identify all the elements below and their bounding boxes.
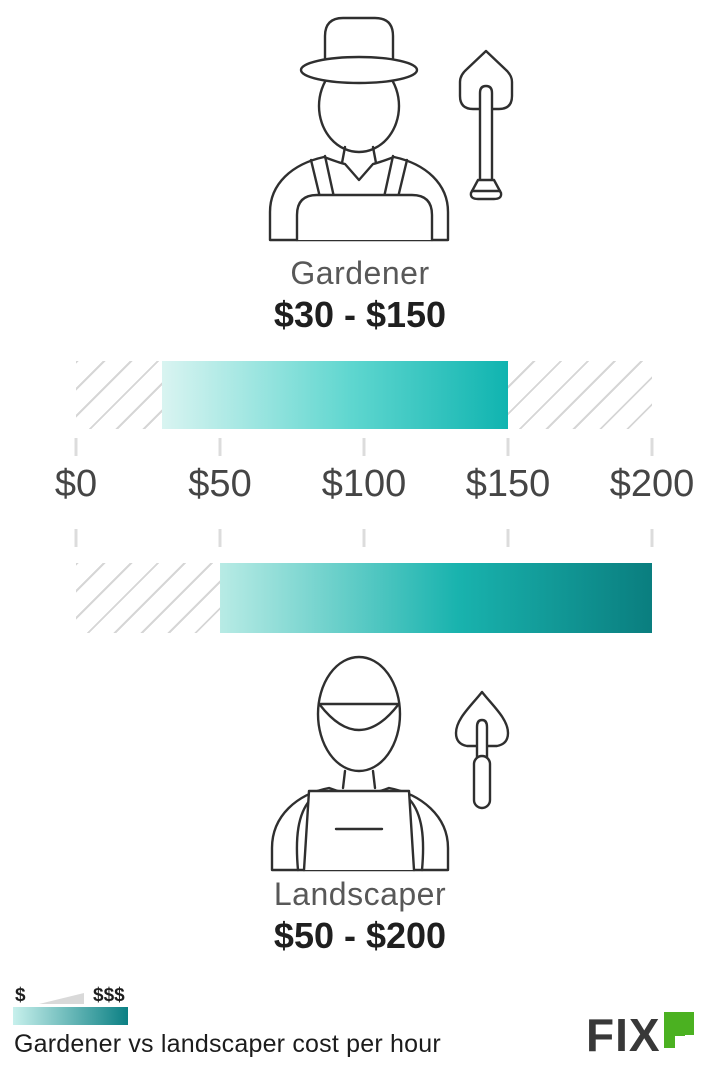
gardener-price-range: $30 - $150 (273, 294, 447, 335)
axis-tick (650, 438, 654, 456)
axis-label-150: $150 (465, 463, 551, 505)
logo-text-fix: FIX (586, 1009, 661, 1061)
gardener-bar (162, 361, 508, 429)
shovel-icon (458, 49, 514, 201)
axis-label-50: $50 (188, 463, 252, 505)
chart-caption: Gardener vs landscaper cost per hour (14, 1030, 441, 1058)
landscaper-bar (220, 563, 652, 633)
landscaper-icon (270, 655, 450, 872)
landscaper-price-range: $50 - $200 (273, 915, 447, 956)
axis-tick (650, 529, 654, 547)
logo-r-icon (663, 1011, 694, 1048)
legend-gradient-bar (13, 1007, 128, 1025)
gardener-label: Gardener (290, 255, 430, 291)
legend-high-label: $$$ (93, 985, 125, 1006)
axis-tick (74, 438, 78, 456)
axis-tick (362, 529, 366, 547)
axis-tick (506, 438, 510, 456)
cost-range-chart: $0 $50 $100 $150 $200 (55, 361, 694, 633)
axis-ticks-bottom (74, 529, 654, 547)
axis-tick (218, 438, 222, 456)
legend-ramp-triangle (39, 993, 84, 1004)
fixr-logo: FIX r (586, 1009, 694, 1061)
axis-label-200: $200 (609, 463, 695, 505)
axis-label-0: $0 (54, 463, 98, 505)
landscaper-label: Landscaper (273, 876, 447, 912)
trowel-icon (454, 690, 510, 810)
axis-label-100: $100 (321, 463, 407, 505)
axis-tick (74, 529, 78, 547)
axis-ticks-top (74, 438, 654, 456)
logo-r-glyph: r (663, 1011, 694, 1053)
gardener-bar-row (76, 361, 652, 429)
x-axis-labels: $0 $50 $100 $150 $200 (55, 463, 694, 513)
legend-low-label: $ (15, 985, 26, 1006)
gardener-icon (268, 16, 450, 242)
axis-tick (218, 529, 222, 547)
landscaper-bar-row (76, 563, 652, 633)
axis-tick (506, 529, 510, 547)
axis-tick (362, 438, 366, 456)
